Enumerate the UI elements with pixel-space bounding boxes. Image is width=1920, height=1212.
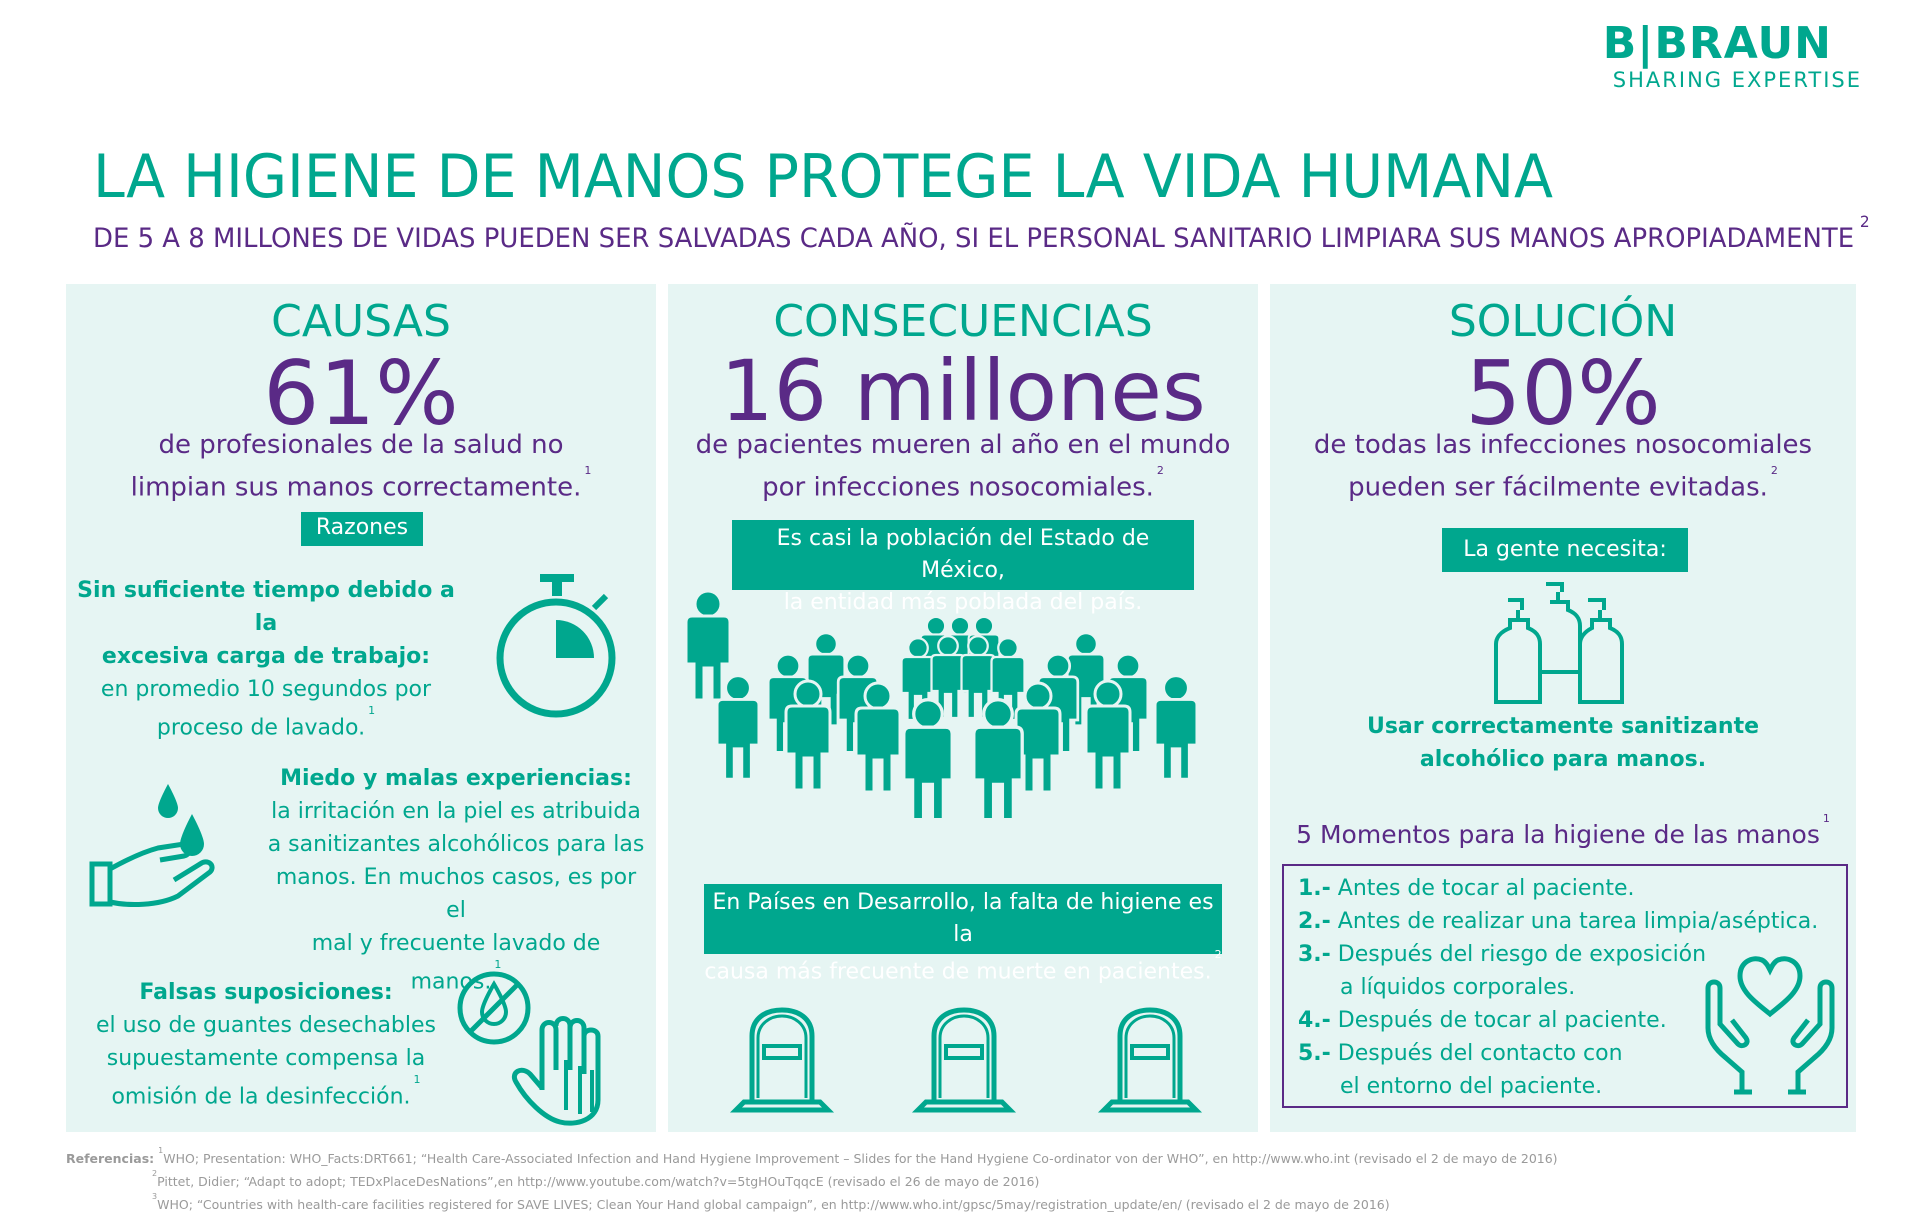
brand-name: B|BRAUN (1602, 18, 1832, 69)
consecuencias-heading: CONSECUENCIAS (773, 296, 1153, 347)
reason-time-ref: 1 (368, 704, 376, 717)
population-badge-line1: Es casi la población del Estado de Méxic… (776, 526, 1150, 583)
use-sanitizer-line1: Usar correctamente sanitizante (1366, 714, 1760, 739)
tombstone-icon (1097, 1007, 1203, 1113)
hands-heart-icon (1705, 956, 1835, 1095)
page-subtitle: DE 5 A 8 MILLONES DE VIDAS PUEDEN SER SA… (93, 212, 1870, 254)
solucion-stat: 50% (1465, 342, 1661, 445)
reference-item: Referencias: 1WHO; Presentation: WHO_Fac… (66, 1146, 1558, 1167)
use-sanitizer-text: Usar correctamente sanitizante alcohólic… (1270, 710, 1856, 776)
consecuencias-desc-line1: de pacientes mueren al año en el mundo (695, 430, 1231, 460)
solucion-panel: SOLUCIÓN 50% de todas las infecciones no… (1270, 284, 1856, 1132)
references-label: Referencias: (66, 1151, 155, 1167)
reason-fear-line1: la irritación en la piel es atribuida (271, 799, 641, 824)
reason-gloves-bold: Falsas suposiciones: (139, 980, 393, 1005)
consecuencias-desc-ref: 2 (1156, 464, 1164, 477)
solucion-desc-ref: 2 (1770, 464, 1778, 477)
reason-fear-line3: manos. En muchos casos, es por el (275, 865, 637, 923)
reason-fear: Miedo y malas experiencias: la irritació… (266, 762, 646, 998)
developing-badge-ref: 2 (1214, 948, 1222, 961)
causas-stat: 61% (263, 342, 459, 445)
reason-time: Sin suficiente tiempo debido a la excesi… (66, 574, 466, 744)
crowd-icon (684, 589, 1199, 822)
stopwatch-icon (496, 574, 616, 718)
people-need-badge: La gente necesita: (1442, 528, 1688, 572)
consecuencias-panel: CONSECUENCIAS 16 millones de pacientes m… (668, 284, 1258, 1132)
use-sanitizer-line2: alcohólico para manos. (1419, 747, 1707, 772)
moment-item-continued: el entorno del paciente. (1340, 1074, 1603, 1099)
five-moments-list: 1.- Antes de tocar al paciente. 2.- Ante… (1282, 864, 1848, 1108)
population-badge-line2: la entidad más poblada del país. (783, 590, 1143, 615)
reason-time-bold2: excesiva carga de trabajo: (101, 644, 431, 669)
reason-time-line2: proceso de lavado. (156, 715, 366, 741)
references: Referencias: 1WHO; Presentation: WHO_Fac… (66, 1146, 1558, 1212)
developing-badge-line2: causa más frecuente de muerte en pacient… (704, 959, 1212, 985)
brand-logo: B|BRAUN SHARING EXPERTISE (1582, 18, 1872, 94)
razones-badge: Razones (301, 512, 423, 546)
causas-description: de profesionales de la salud no limpian … (66, 426, 656, 507)
moment-item-continued: a líquidos corporales. (1340, 975, 1576, 1000)
causas-desc-line2: limpian sus manos correctamente. (130, 472, 582, 503)
reason-gloves-line2: supuestamente compensa la (106, 1046, 426, 1071)
page-title: LA HIGIENE DE MANOS PROTEGE LA VIDA HUMA… (93, 142, 1553, 212)
moment-item: 1.- Antes de tocar al paciente. (1298, 876, 1635, 901)
sanitizer-bottles-icon (1494, 582, 1624, 704)
reason-time-bold1: Sin suficiente tiempo debido a la (77, 578, 455, 636)
moment-item: 5.- Después del contacto con (1298, 1041, 1623, 1066)
developing-badge-line1: En Países en Desarrollo, la falta de hig… (712, 890, 1214, 947)
reason-time-line1: en promedio 10 segundos por (100, 677, 432, 702)
reason-gloves: Falsas suposiciones: el uso de guantes d… (66, 976, 466, 1113)
causas-heading: CAUSAS (271, 296, 451, 347)
brand-tagline: SHARING EXPERTISE (1612, 68, 1862, 92)
five-moments-ref: 1 (1822, 811, 1830, 825)
solucion-desc-line1: de todas las infecciones nosocomiales (1313, 430, 1813, 460)
causas-desc-ref: 1 (584, 464, 592, 477)
reason-fear-bold: Miedo y malas experiencias: (280, 766, 632, 791)
solucion-description: de todas las infecciones nosocomiales pu… (1270, 426, 1856, 507)
solucion-heading: SOLUCIÓN (1448, 296, 1678, 347)
moment-item: 4.- Después de tocar al paciente. (1298, 1008, 1667, 1033)
subtitle-text: DE 5 A 8 MILLONES DE VIDAS PUEDEN SER SA… (93, 223, 1855, 254)
reference-item: 3WHO; “Countries with health-care facili… (152, 1192, 1390, 1212)
consecuencias-stat: 16 millones (720, 342, 1206, 440)
consecuencias-description: de pacientes mueren al año en el mundo p… (668, 426, 1258, 507)
moment-item: 2.- Antes de realizar una tarea limpia/a… (1298, 909, 1819, 934)
reason-fear-line4: mal y frecuente lavado de manos. (311, 931, 601, 995)
causas-desc-line1: de profesionales de la salud no (158, 430, 564, 460)
reference-item: 2Pittet, Didier; “Adapt to adopt; TEDxPl… (152, 1169, 1040, 1190)
reason-gloves-ref: 1 (413, 1073, 421, 1086)
reason-fear-ref: 1 (494, 958, 502, 971)
tombstone-icon (729, 1007, 835, 1113)
moment-item: 3.- Después del riesgo de exposición (1298, 942, 1707, 967)
developing-countries-badge: En Países en Desarrollo, la falta de hig… (704, 884, 1222, 984)
reason-gloves-line1: el uso de guantes desechables (95, 1013, 437, 1038)
hand-drops-icon (89, 784, 215, 907)
five-moments-title-text: 5 Momentos para la higiene de las manos (1296, 820, 1820, 849)
consecuencias-desc-line2: por infecciones nosocomiales. (762, 472, 1154, 503)
solucion-desc-line2: pueden ser fácilmente evitadas. (1348, 472, 1768, 503)
five-moments-title: 5 Momentos para la higiene de las manos1 (1270, 812, 1856, 849)
glove-icon (457, 971, 601, 1126)
tombstone-icon (911, 1007, 1017, 1113)
subtitle-ref: 2 (1859, 212, 1870, 231)
causas-panel: CAUSAS 61% de profesionales de la salud … (66, 284, 656, 1132)
reason-gloves-line3: omisión de la desinfección. (111, 1084, 411, 1110)
reason-fear-line2: a sanitizantes alcohólicos para las (267, 832, 645, 857)
population-badge: Es casi la población del Estado de Méxic… (732, 520, 1194, 615)
